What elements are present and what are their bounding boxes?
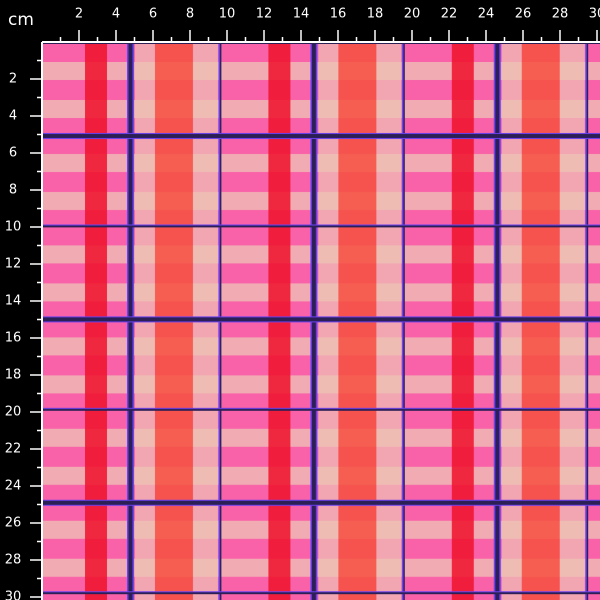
top-ruler-label: 6 — [149, 7, 157, 22]
left-ruler-label: 8 — [9, 183, 17, 198]
left-ruler-label: 20 — [5, 405, 22, 420]
top-ruler-label: 30 — [589, 7, 600, 22]
top-ruler — [0, 0, 600, 42]
top-ruler-label: 18 — [367, 7, 384, 22]
left-ruler-label: 22 — [5, 442, 22, 457]
left-ruler-label: 16 — [5, 331, 22, 346]
top-ruler-label: 16 — [330, 7, 347, 22]
left-ruler — [0, 0, 42, 600]
top-ruler-label: 14 — [293, 7, 310, 22]
left-ruler-label: 24 — [5, 479, 22, 494]
left-ruler-label: 28 — [5, 553, 22, 568]
left-ruler-label: 26 — [5, 516, 22, 531]
left-ruler-label: 6 — [9, 146, 17, 161]
left-ruler-label: 2 — [9, 72, 17, 87]
left-ruler-label: 18 — [5, 368, 22, 383]
fabric — [42, 42, 600, 600]
ticks: 2468101214161820222426283024681012141618… — [5, 7, 600, 600]
left-ruler-label: 10 — [5, 220, 22, 235]
top-ruler-label: 24 — [478, 7, 495, 22]
left-ruler-label: 14 — [5, 294, 22, 309]
left-ruler-label: 4 — [9, 109, 17, 124]
top-ruler-label: 8 — [186, 7, 194, 22]
top-ruler-label: 28 — [552, 7, 569, 22]
top-ruler-label: 20 — [404, 7, 421, 22]
top-ruler-label: 12 — [256, 7, 273, 22]
top-ruler-label: 4 — [112, 7, 120, 22]
top-ruler-label: 2 — [75, 7, 83, 22]
top-ruler-label: 10 — [219, 7, 236, 22]
top-ruler-label: 22 — [441, 7, 458, 22]
unit-label: cm — [8, 10, 34, 30]
top-ruler-label: 26 — [515, 7, 532, 22]
left-ruler-label: 30 — [5, 590, 22, 600]
left-ruler-label: 12 — [5, 257, 22, 272]
